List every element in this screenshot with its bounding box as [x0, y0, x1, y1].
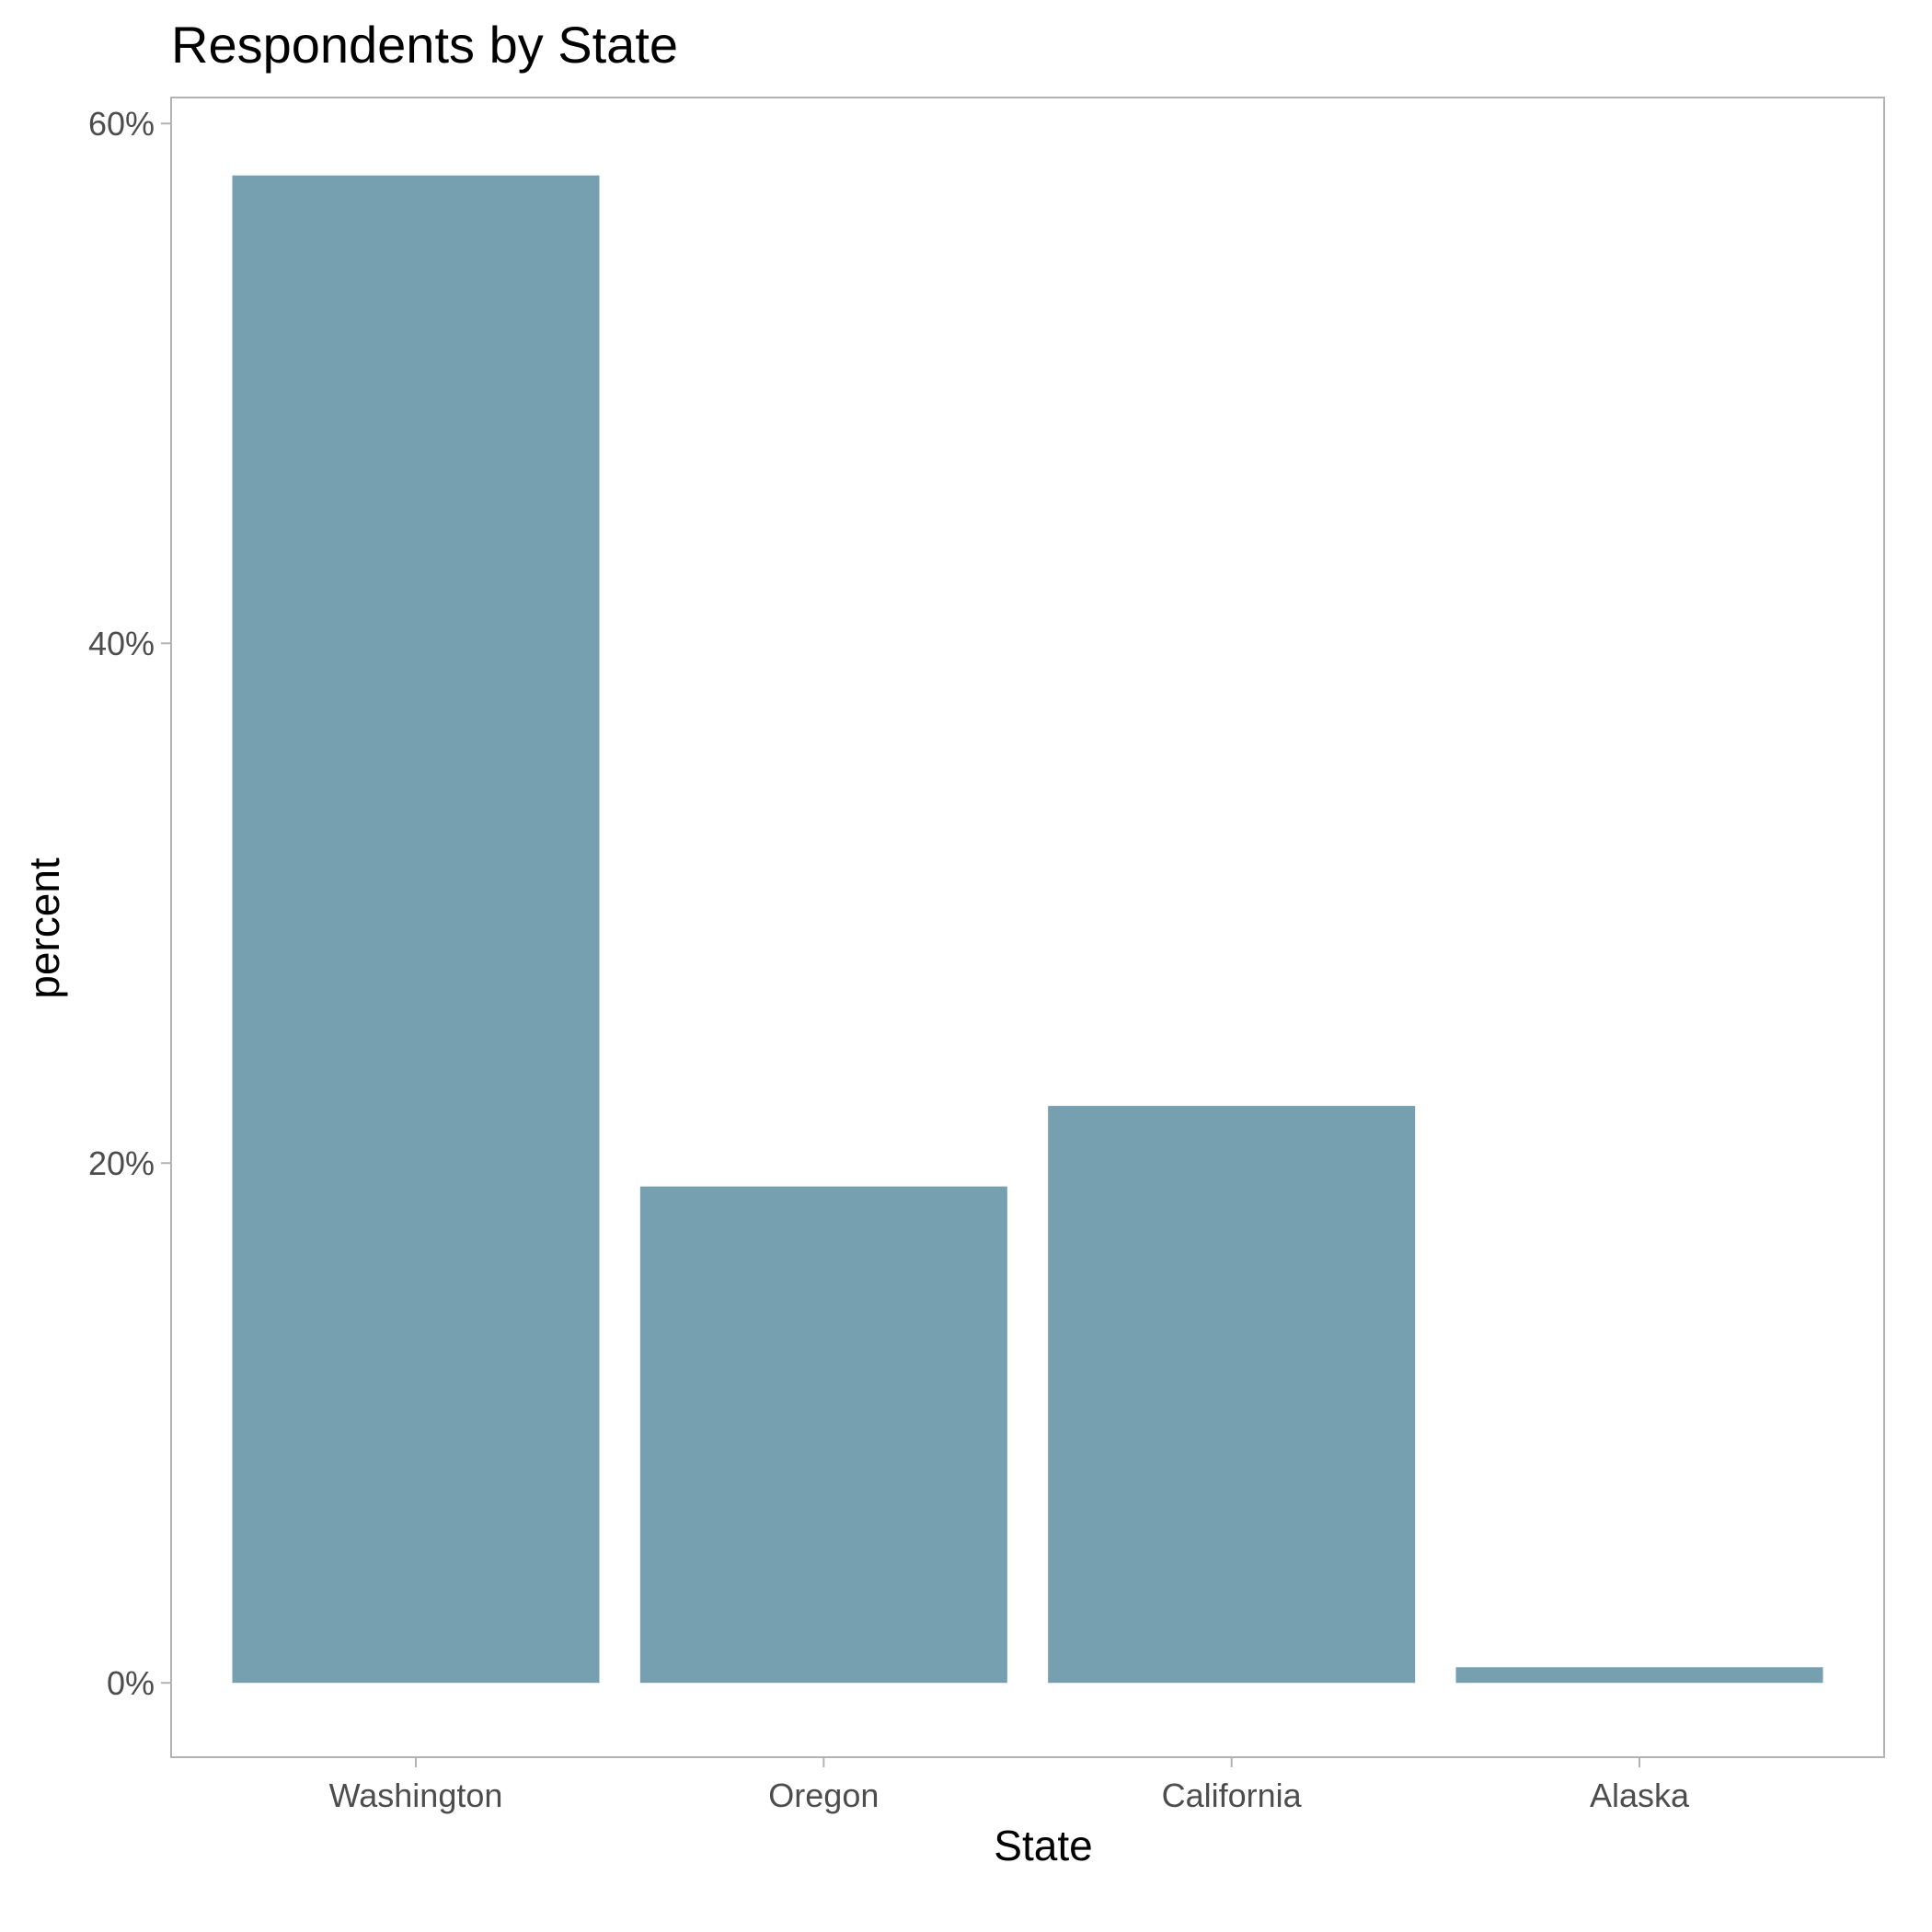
y-tick-label: 20%: [88, 1144, 155, 1182]
bar-california: [1048, 1106, 1416, 1684]
x-axis: Washington Oregon California Alaska: [329, 1757, 1690, 1814]
chart-title: Respondents by State: [171, 16, 678, 74]
y-axis-title: percent: [20, 857, 68, 999]
bar-oregon: [639, 1186, 1007, 1684]
bars-group: [232, 175, 1823, 1684]
bar-washington: [232, 175, 600, 1684]
y-tick-label: 60%: [88, 105, 155, 143]
plot-panel: [170, 97, 1885, 1758]
x-axis-title: State: [994, 1822, 1092, 1869]
bar-alaska: [1455, 1667, 1823, 1684]
y-tick-label: 40%: [88, 625, 155, 662]
x-tick-label: Oregon: [768, 1777, 879, 1814]
x-tick-label: California: [1162, 1777, 1303, 1814]
y-axis: 0% 20% 40% 60%: [88, 105, 171, 1702]
y-tick-label: 0%: [107, 1664, 155, 1702]
x-tick-label: Alaska: [1590, 1777, 1690, 1814]
x-tick-label: Washington: [329, 1777, 503, 1814]
